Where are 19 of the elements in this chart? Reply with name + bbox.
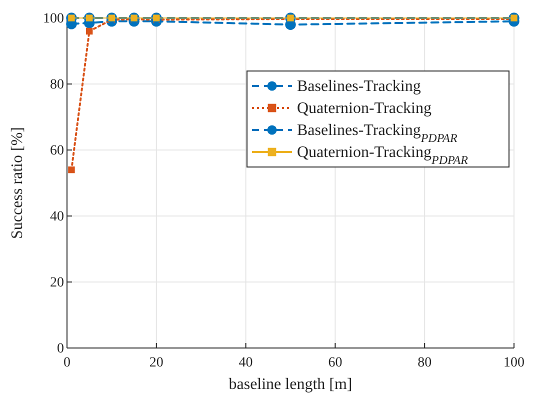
- legend-label: Quaternion-Tracking: [297, 100, 432, 117]
- x-tick-label: 40: [238, 355, 253, 370]
- x-tick-label: 100: [504, 355, 524, 370]
- y-tick-label: 100: [43, 11, 64, 26]
- x-axis-title: baseline length [m]: [228, 376, 352, 393]
- y-tick-label: 0: [57, 341, 64, 356]
- legend-label: Baselines-Tracking: [297, 78, 421, 95]
- y-tick-label: 80: [50, 77, 64, 92]
- x-tick-label: 80: [418, 355, 432, 370]
- y-tick-label: 60: [50, 143, 64, 158]
- legend-label: Baselines-Tracking$_{PDPAR}$: [297, 122, 458, 145]
- y-axis-title: Success ratio [%]: [9, 127, 26, 239]
- x-tick-label: 60: [328, 355, 342, 370]
- y-tick-label: 40: [50, 209, 64, 224]
- legend-label: Quaternion-Tracking$_{PDPAR}$: [297, 144, 469, 167]
- point: [86, 28, 93, 35]
- point: [68, 166, 75, 174]
- y-tick-label: 20: [50, 275, 64, 290]
- x-tick-label: 20: [149, 355, 164, 370]
